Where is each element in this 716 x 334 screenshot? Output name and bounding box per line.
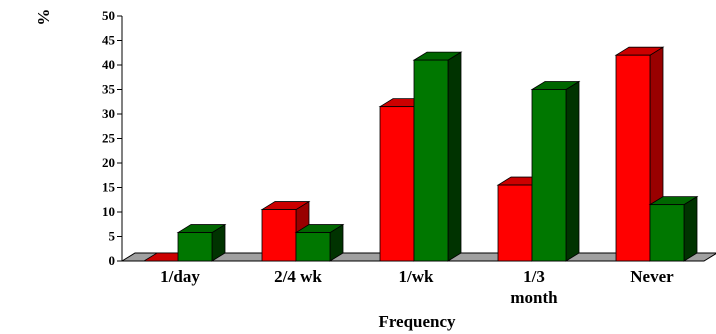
bar bbox=[648, 195, 699, 262]
bar-side bbox=[683, 195, 698, 262]
bar-side bbox=[565, 80, 580, 262]
bar-front bbox=[177, 232, 213, 262]
bar bbox=[530, 80, 581, 262]
bar-front bbox=[413, 59, 449, 262]
bar bbox=[294, 223, 345, 262]
x-tick-label: 2/4 wk bbox=[274, 267, 322, 286]
bar-front bbox=[295, 232, 331, 262]
x-tick-label: 1/day bbox=[160, 267, 200, 286]
y-tick-label: 45 bbox=[102, 33, 116, 48]
bar-front bbox=[261, 209, 297, 262]
y-axis: 0 5 10 15 20 25 30 35 40 45 50 bbox=[102, 8, 123, 268]
y-tick-label: 40 bbox=[102, 57, 115, 72]
y-tick-label: 5 bbox=[109, 229, 116, 244]
bar-side bbox=[447, 51, 462, 262]
category-labels: 1/day 2/4 wk 1/wk 1/3 month Never bbox=[160, 267, 674, 307]
x-tick-label: Never bbox=[630, 267, 674, 286]
bar-front bbox=[379, 106, 415, 262]
y-tick-label: 15 bbox=[102, 180, 116, 195]
y-tick-label: 10 bbox=[102, 204, 115, 219]
y-tick-label: 25 bbox=[102, 131, 116, 146]
x-axis-title: Frequency bbox=[378, 312, 456, 331]
bar bbox=[176, 223, 227, 262]
bars bbox=[142, 46, 699, 262]
x-tick-label: 1/wk bbox=[399, 267, 435, 286]
bar bbox=[412, 51, 463, 262]
y-axis-title: % bbox=[34, 9, 53, 26]
bar-front bbox=[615, 54, 651, 262]
y-tick-label: 30 bbox=[102, 106, 115, 121]
y-tick-label: 0 bbox=[109, 253, 116, 268]
y-tick-label: 35 bbox=[102, 82, 116, 97]
bar-front bbox=[649, 204, 685, 262]
x-tick-label: 1/3 month bbox=[510, 267, 558, 307]
y-tick-label: 50 bbox=[102, 8, 115, 23]
bar-front bbox=[531, 89, 567, 262]
bar-front bbox=[497, 184, 533, 262]
y-tick-label: 20 bbox=[102, 155, 115, 170]
